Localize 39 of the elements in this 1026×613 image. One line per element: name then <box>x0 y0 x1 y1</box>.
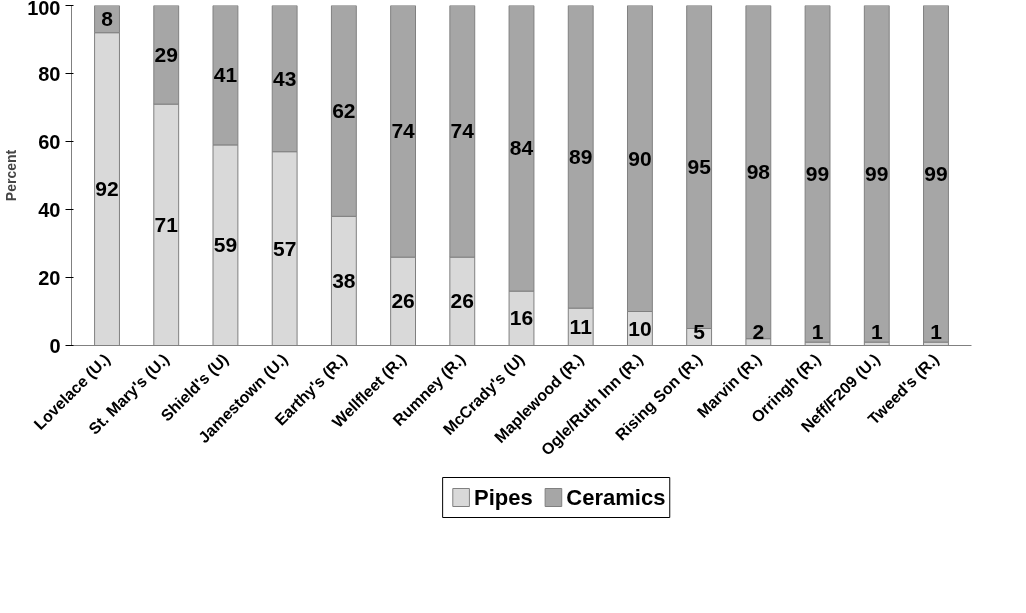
data-label: 1 <box>811 319 824 343</box>
legend-label: Ceramics <box>566 485 666 510</box>
data-label: 99 <box>805 161 830 185</box>
data-label: 11 <box>569 314 593 338</box>
data-label: 99 <box>865 161 889 185</box>
data-label: 59 <box>213 233 238 257</box>
data-label: 41 <box>213 63 238 87</box>
y-tick-label: 80 <box>38 62 61 85</box>
data-label: 5 <box>693 319 706 343</box>
y-tick-label: 0 <box>49 334 61 357</box>
data-label: 71 <box>154 212 179 236</box>
data-label: 98 <box>746 160 771 184</box>
data-label: 84 <box>509 136 534 160</box>
data-label: 74 <box>450 119 475 143</box>
data-label: 26 <box>450 289 474 313</box>
data-label: 29 <box>154 42 178 66</box>
data-label: 1 <box>870 319 883 343</box>
legend-label: Pipes <box>474 485 533 510</box>
y-axis-title: Percent <box>3 149 20 202</box>
data-label: 62 <box>332 98 356 122</box>
data-label: 43 <box>272 66 297 90</box>
data-label: 74 <box>391 119 416 143</box>
data-label: 95 <box>687 155 712 178</box>
data-label: 8 <box>101 7 114 31</box>
data-label: 57 <box>272 236 297 260</box>
data-label: 99 <box>924 161 948 185</box>
data-label: 1 <box>930 319 943 343</box>
data-label: 26 <box>391 289 415 313</box>
data-label: 92 <box>95 177 119 201</box>
data-label: 2 <box>752 319 765 343</box>
y-tick-label: 20 <box>38 266 61 289</box>
y-tick-label: 100 <box>27 0 61 19</box>
data-label: 16 <box>509 306 534 330</box>
data-label: 38 <box>332 268 356 292</box>
y-tick-label: 40 <box>38 198 61 221</box>
data-label: 90 <box>628 146 652 170</box>
data-label: 10 <box>628 316 652 340</box>
data-label: 89 <box>569 144 593 168</box>
y-tick-label: 60 <box>38 130 61 153</box>
